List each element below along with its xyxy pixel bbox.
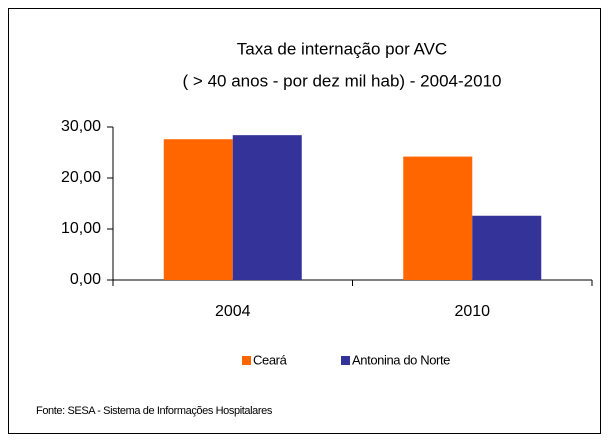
chart-subtitle: ( > 40 anos - por dez mil hab) - 2004-20… [183, 71, 502, 90]
x-tick-label: 2004 [215, 303, 251, 320]
x-tick-label: 2010 [454, 303, 490, 320]
legend-label: Ceará [253, 352, 288, 367]
legend-label: Antonina do Norte [352, 352, 450, 367]
source-note: Fonte: SESA - Sistema de Informações Hos… [36, 405, 273, 417]
y-tick-label: 20,00 [61, 169, 101, 186]
bar [232, 135, 302, 280]
y-tick-label: 30,00 [61, 118, 101, 135]
bar [472, 215, 542, 280]
bar [163, 139, 233, 280]
y-tick-label: 0,00 [70, 271, 101, 288]
legend-swatch [341, 356, 350, 365]
bar [403, 156, 473, 280]
chart-title: Taxa de internação por AVC [237, 39, 447, 58]
legend-swatch [242, 356, 251, 365]
y-tick-label: 10,00 [61, 220, 101, 237]
